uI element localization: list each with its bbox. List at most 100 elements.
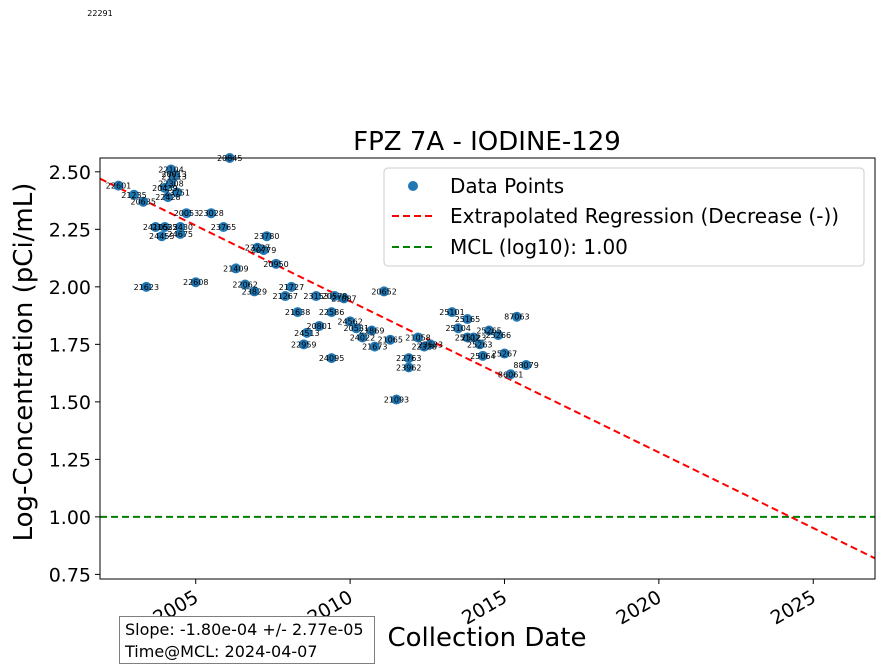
data-point-label: 21087 — [331, 294, 356, 303]
data-point-label: 22430 — [168, 223, 193, 232]
data-point-label: 24022 — [350, 333, 375, 342]
x-tick-label: 2025 — [767, 586, 820, 629]
data-point-label: 21093 — [384, 396, 409, 405]
slope-text: Slope: -1.80e-04 +/- 2.77e-05 — [125, 620, 364, 639]
data-point-label: 25104 — [445, 324, 470, 333]
data-point — [206, 208, 217, 219]
data-point — [298, 339, 309, 350]
data-point-label: 25265 — [476, 327, 501, 336]
data-point-label: 21638 — [285, 308, 310, 317]
data-point-label: 23153 — [303, 292, 328, 301]
data-point-label: 24105 — [143, 223, 168, 232]
data-point-label: 22308 — [158, 179, 183, 188]
data-point-label: 22959 — [291, 340, 316, 349]
data-point — [345, 316, 356, 327]
data-point-label: 21058 — [405, 333, 430, 342]
data-point — [474, 339, 485, 350]
data-point — [385, 334, 396, 345]
data-point-label: 22763 — [396, 354, 421, 363]
data-point — [301, 327, 312, 338]
data-point-label: 21267 — [273, 292, 298, 301]
data-point — [311, 291, 322, 302]
data-point-label: 25123 — [461, 333, 486, 342]
data-point-label: 23028 — [198, 209, 223, 218]
data-point — [314, 320, 325, 331]
data-point-label: 20053 — [174, 209, 199, 218]
data-point-label: 21623 — [134, 283, 159, 292]
data-point — [162, 192, 173, 203]
data-point-label: 23829 — [242, 287, 267, 296]
y-tick-label: 1.75 — [49, 334, 91, 356]
data-point-label: 24095 — [319, 354, 344, 363]
data-point — [249, 286, 260, 297]
legend-label-data-points: Data Points — [450, 174, 564, 198]
data-point-label: 20652 — [371, 287, 396, 296]
data-point — [326, 307, 337, 318]
data-point — [261, 231, 272, 242]
data-point — [286, 281, 297, 292]
data-point-label: 21673 — [362, 343, 387, 352]
data-point — [230, 263, 241, 274]
y-tick-label: 2.00 — [49, 277, 91, 299]
data-point — [403, 362, 414, 373]
data-point — [338, 293, 349, 304]
data-point-label: 88079 — [513, 361, 538, 370]
data-point — [477, 350, 488, 361]
data-point — [190, 277, 201, 288]
data-point — [357, 332, 368, 343]
y-tick-label: 0.75 — [49, 564, 91, 586]
data-point-label: 25165 — [455, 315, 480, 324]
data-point-label: 21869 — [359, 327, 384, 336]
data-point-label: 22062 — [232, 281, 257, 290]
data-point — [175, 228, 186, 239]
data-point-label: 25064 — [470, 352, 495, 361]
data-point — [379, 286, 390, 297]
data-point — [159, 222, 170, 233]
data-point-label: 22601 — [106, 182, 131, 191]
data-point-label: 22428 — [155, 193, 180, 202]
data-point — [453, 323, 464, 334]
data-point — [499, 348, 510, 359]
data-point — [425, 339, 436, 350]
data-point — [150, 222, 161, 233]
data-point — [280, 291, 291, 302]
data-point-label: 21235 — [121, 191, 146, 200]
x-tick-label: 2020 — [612, 586, 665, 629]
data-point — [172, 187, 183, 198]
data-point — [329, 291, 340, 302]
regression-line — [99, 177, 876, 560]
data-point — [326, 353, 337, 364]
legend-marker-data-points — [408, 181, 418, 191]
y-tick-label: 1.50 — [49, 392, 91, 414]
data-point-label: 21065 — [378, 336, 403, 345]
legend-label-mcl: MCL (log10): 1.00 — [450, 235, 628, 259]
data-point — [413, 332, 424, 343]
data-point-label: 21113 — [161, 172, 186, 181]
data-point-label: 23633 — [418, 340, 443, 349]
data-point-label: 87063 — [504, 313, 529, 322]
data-point — [159, 182, 170, 193]
data-point-label: 23751 — [164, 189, 189, 198]
data-point-label: 20779 — [251, 246, 276, 255]
chart-title: FPZ 7A - IODINE-129 — [353, 127, 621, 157]
data-point-label: 86061 — [498, 370, 523, 379]
y-tick-label: 2.25 — [49, 219, 91, 241]
data-point-label: 22586 — [319, 308, 344, 317]
data-point-label: 20439 — [152, 184, 177, 193]
data-point — [156, 231, 167, 242]
data-point-label: 21727 — [279, 283, 304, 292]
data-point-label: 22227 — [245, 244, 270, 253]
data-point-label: 20013 — [161, 170, 186, 179]
data-point-label: 20578 — [322, 292, 347, 301]
data-point — [446, 307, 457, 318]
data-point-label: 20531 — [344, 324, 369, 333]
data-point-label: 21409 — [223, 264, 248, 273]
y-tick-label: 1.25 — [49, 449, 91, 471]
data-point — [468, 332, 479, 343]
legend-box — [383, 167, 865, 267]
data-point-label: 25266 — [486, 331, 511, 340]
data-point — [351, 323, 362, 334]
data-point-label: 21635 — [152, 223, 177, 232]
y-tick-label: 1.00 — [49, 507, 91, 529]
